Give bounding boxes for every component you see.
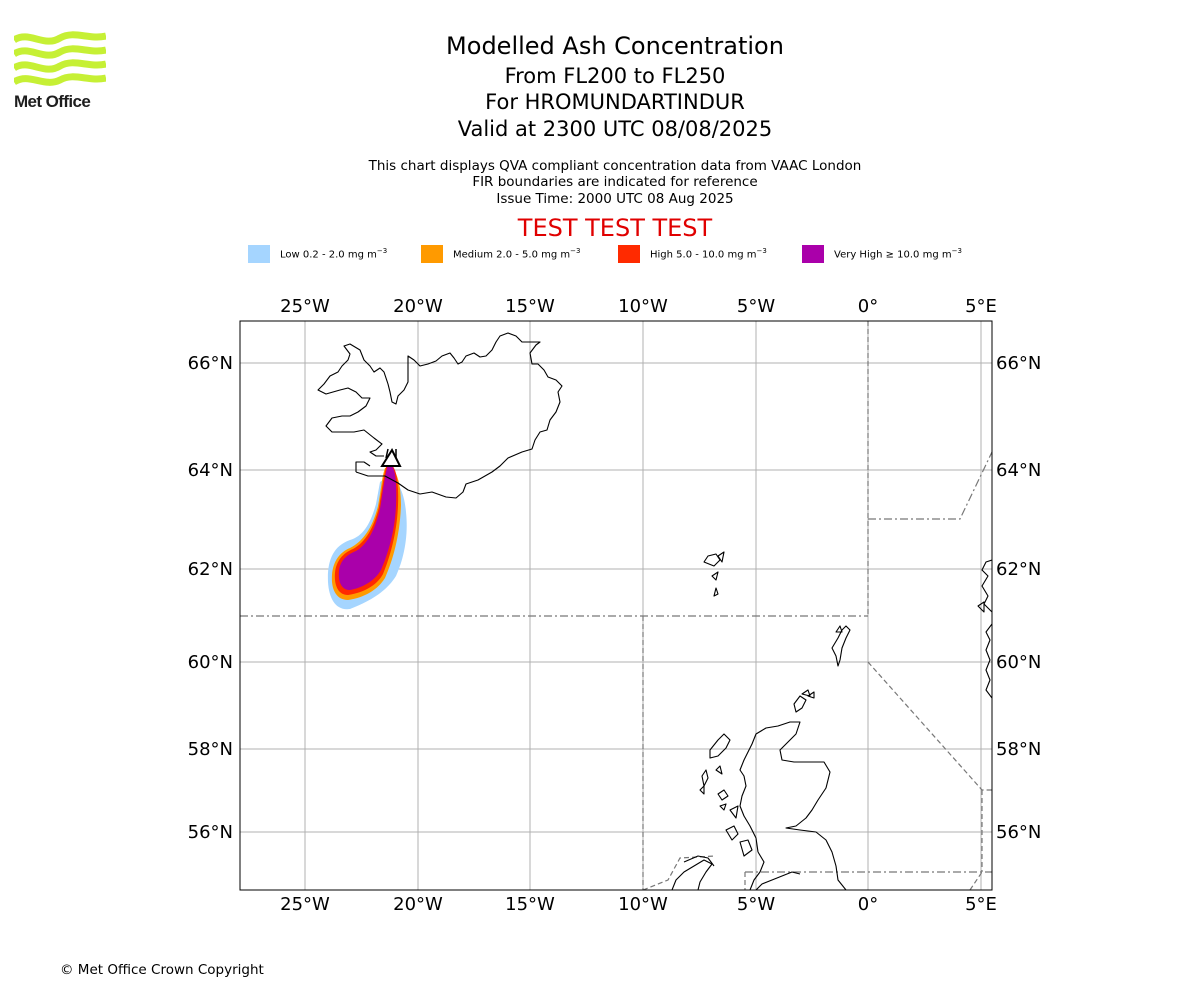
coast-faroes: [703, 553, 721, 567]
ash-very-high: [338, 463, 397, 590]
copyright-notice: © Met Office Crown Copyright: [60, 962, 264, 978]
lat-tick: 62°N: [996, 559, 1041, 580]
lon-tick: 20°W: [393, 296, 443, 317]
coast-scotland: [739, 721, 847, 890]
test-banner: TEST TEST TEST: [517, 214, 713, 242]
lat-tick: 62°N: [188, 559, 233, 580]
lon-tick: 15°W: [505, 894, 555, 915]
lon-tick: 0°: [858, 894, 878, 915]
ash-plume: [327, 463, 407, 610]
lon-tick: 20°W: [393, 894, 443, 915]
coast-hebrides: [709, 733, 731, 759]
lat-tick: 60°N: [188, 652, 233, 673]
lat-ticks-left: 66°N 64°N 62°N 60°N 58°N 56°N: [188, 353, 233, 843]
lat-tick: 66°N: [188, 353, 233, 374]
map-frame: [239, 320, 993, 891]
lon-tick: 10°W: [618, 894, 668, 915]
fir-boundaries: [240, 321, 992, 890]
coastlines: [317, 332, 992, 890]
legend-swatch-very-high: [802, 245, 824, 263]
subtitle-fir: FIR boundaries are indicated for referen…: [472, 174, 758, 190]
lat-ticks-right: 66°N 64°N 62°N 60°N 58°N 56°N: [996, 353, 1041, 843]
legend-swatch-low: [248, 245, 270, 263]
legend-swatch-medium: [421, 245, 443, 263]
lon-tick: 5°E: [965, 894, 997, 915]
lat-tick: 58°N: [188, 739, 233, 760]
legend-label-very-high: Very High ≥ 10.0 mg m: [834, 249, 952, 261]
lat-tick: 64°N: [188, 460, 233, 481]
lat-tick: 56°N: [996, 822, 1041, 843]
legend-item-very-high: Very High ≥ 10.0 mg m−3: [802, 244, 962, 264]
lon-ticks-top: 25°W 20°W 15°W 10°W 5°W 0° 5°E: [280, 296, 997, 317]
lat-tick: 66°N: [996, 353, 1041, 374]
lat-tick: 64°N: [996, 460, 1041, 481]
legend-label-high: High 5.0 - 10.0 mg m: [650, 249, 757, 261]
coast-norway: [981, 559, 992, 613]
lon-tick: 5°W: [737, 296, 775, 317]
lon-tick: 25°W: [280, 296, 330, 317]
issue-time: Issue Time: 2000 UTC 08 Aug 2025: [496, 191, 734, 207]
lon-tick: 25°W: [280, 894, 330, 915]
subtitle-qva: This chart displays QVA compliant concen…: [368, 158, 862, 174]
legend-label-low: Low 0.2 - 2.0 mg m: [280, 249, 377, 261]
lon-tick: 5°W: [737, 894, 775, 915]
legend-label-medium: Medium 2.0 - 5.0 mg m: [453, 249, 571, 261]
coast-orkney: [793, 695, 807, 713]
lon-tick: 15°W: [505, 296, 555, 317]
met-office-waves-icon: [12, 31, 107, 86]
lat-tick: 56°N: [188, 822, 233, 843]
legend-item-high: High 5.0 - 10.0 mg m−3: [618, 244, 767, 264]
logo-wordmark: Met Office: [14, 92, 91, 111]
lon-tick: 5°E: [965, 296, 997, 317]
coast-iceland: [317, 332, 563, 499]
legend-item-medium: Medium 2.0 - 5.0 mg m−3: [421, 244, 580, 264]
coast-shetland: [831, 625, 851, 667]
legend-swatch-high: [618, 245, 640, 263]
lon-tick: 10°W: [618, 296, 668, 317]
lon-tick: 0°: [858, 296, 878, 317]
lat-tick: 58°N: [996, 739, 1041, 760]
lon-ticks-bottom: 25°W 20°W 15°W 10°W 5°W 0° 5°E: [280, 894, 997, 915]
volcano-name: For HROMUNDARTINDUR: [485, 90, 745, 114]
lat-tick: 60°N: [996, 652, 1041, 673]
volcano-marker-icon: [380, 447, 402, 467]
valid-time: Valid at 2300 UTC 08/08/2025: [457, 117, 773, 141]
met-office-logo: Met Office: [12, 30, 114, 114]
legend-item-low: Low 0.2 - 2.0 mg m−3: [248, 244, 387, 264]
flight-level-range: From FL200 to FL250: [504, 64, 726, 88]
chart-title: Modelled Ash Concentration: [446, 32, 784, 60]
coast-northern-ireland: [671, 859, 713, 890]
